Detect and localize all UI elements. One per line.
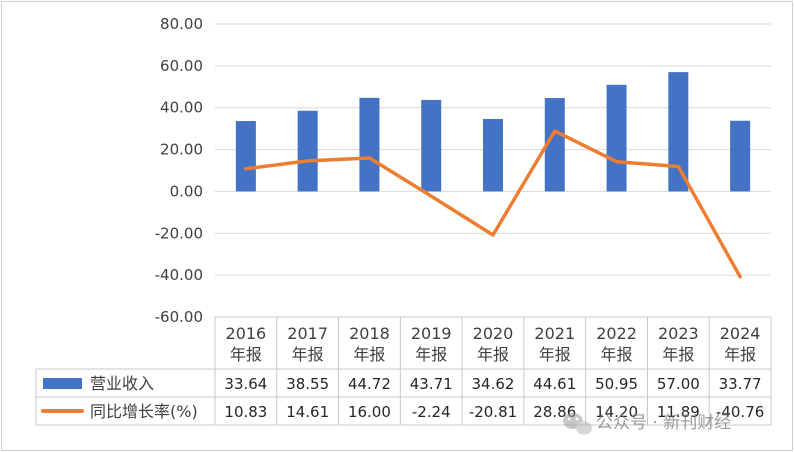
legend-key-bar [43, 378, 82, 389]
x-tick-label: 2019 年报 [411, 324, 452, 364]
bar [359, 97, 380, 192]
x-tick-label: 2017 年报 [287, 324, 328, 364]
data-label: -2.24 [412, 403, 451, 421]
bar [668, 72, 689, 192]
x-tick-label: 2024 年报 [720, 324, 761, 364]
y-tick-label: -20.00 [155, 224, 203, 242]
y-tick-label: -60.00 [155, 308, 203, 326]
y-axis: 80.00 60.00 40.00 20.00 0.00 -20.00 -40.00 -60.… [155, 15, 203, 326]
y-tick-label: 80.00 [160, 15, 203, 33]
wechat-icon [563, 413, 592, 435]
data-label: 10.83 [224, 403, 267, 421]
y-tick-label: 0.00 [170, 182, 203, 200]
data-label: 57.00 [657, 375, 700, 393]
x-tick-label: 2021 年报 [534, 324, 575, 364]
data-label: 50.95 [595, 375, 638, 393]
data-label: -20.81 [469, 403, 517, 421]
data-label: 16.00 [348, 403, 391, 421]
bar [606, 84, 627, 192]
data-label: 33.64 [224, 375, 267, 393]
watermark: 公众号 · 新刊财经 [563, 413, 731, 435]
data-label: 38.55 [286, 375, 329, 393]
y-tick-label: 20.00 [160, 141, 203, 159]
y-tick-label: 60.00 [160, 57, 203, 75]
data-label: 33.77 [719, 375, 762, 393]
x-tick-label: 2022 年报 [596, 324, 637, 364]
y-tick-label: 40.00 [160, 99, 203, 117]
data-label: 44.72 [348, 375, 391, 393]
bar [483, 118, 503, 192]
bar [421, 99, 442, 192]
y-tick-label: -40.00 [155, 266, 203, 284]
watermark-text: 公众号 · 新刊财经 [596, 413, 731, 433]
x-tick-label: 2020 年报 [473, 324, 514, 364]
bar-series [235, 72, 751, 192]
x-tick-label: 2018 年报 [349, 324, 390, 364]
data-label: 14.61 [286, 403, 329, 421]
data-label: 44.61 [533, 375, 576, 393]
bar [235, 121, 256, 192]
bar [544, 98, 565, 192]
data-label: 34.62 [472, 375, 515, 393]
bar [297, 110, 318, 192]
data-label: 43.71 [410, 375, 453, 393]
data-label: 14.20 [595, 403, 638, 421]
data-label: 11.89 [657, 403, 700, 421]
data-table: 2016 年报 2017 年报 2018 年报 2019 年报 2020 年报 2021 年报 2022… [35, 316, 772, 426]
data-label: -40.76 [716, 403, 764, 421]
legend-label: 营业收入 [90, 374, 154, 393]
legend-label: 同比增长率(%) [90, 402, 198, 421]
x-tick-label: 2023 年报 [658, 324, 699, 364]
bar [730, 120, 751, 192]
line-series [244, 129, 742, 279]
x-tick-label: 2016 年报 [226, 324, 267, 364]
